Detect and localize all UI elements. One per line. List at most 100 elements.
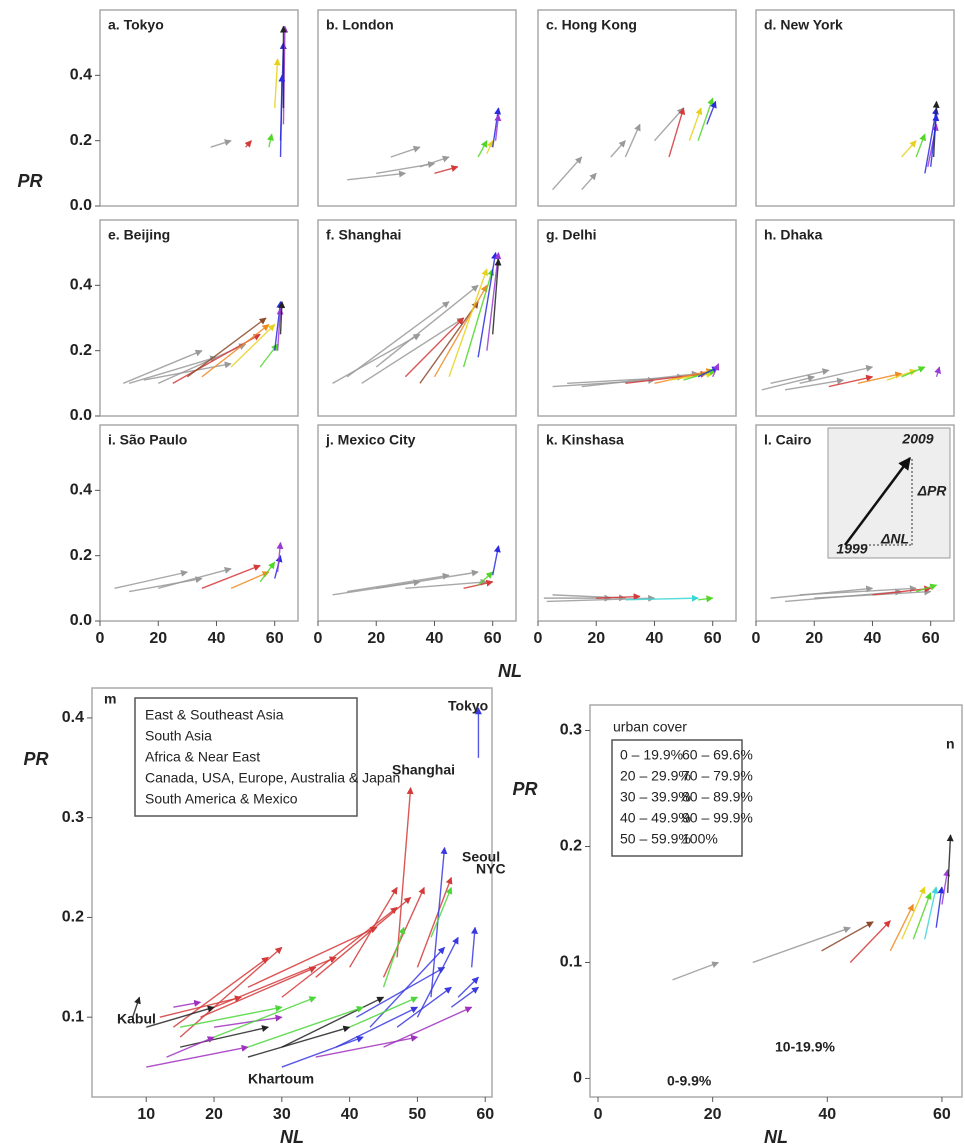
arrow (159, 995, 242, 1018)
panel-frame (755, 9, 955, 207)
annotation: NYC (476, 861, 506, 877)
arrow (376, 569, 479, 590)
y-axis-label: PR (17, 171, 42, 191)
arrow (143, 361, 232, 381)
arrow (213, 1014, 283, 1028)
panel-frame (99, 9, 299, 207)
arrow (492, 258, 502, 335)
arrow (668, 107, 686, 158)
x-tick-label: 40 (818, 1106, 836, 1123)
panel-title: l. Cairo (764, 432, 811, 448)
y-tick-label: 0.4 (70, 67, 92, 84)
panel-title: j. Mexico City (325, 432, 416, 448)
arrow (901, 886, 926, 940)
arrow (450, 986, 480, 1008)
arrow (857, 371, 903, 385)
legend-frame (134, 697, 358, 817)
inset-start: 1999 (836, 541, 867, 557)
arrow (706, 100, 717, 125)
legend-entry: 90 – 99.9% (682, 810, 753, 826)
arrow (457, 976, 479, 998)
arrow (276, 307, 284, 351)
arrow (166, 1036, 215, 1058)
arrow (247, 1005, 364, 1048)
arrow (901, 140, 917, 158)
arrow (462, 268, 495, 368)
x-tick-label: 50 (409, 1106, 427, 1123)
arrow (210, 139, 232, 148)
arrow (158, 566, 232, 590)
arrow (761, 374, 815, 391)
panel-title: m (104, 691, 116, 707)
annotation: Kabul (117, 1011, 156, 1027)
arrow (463, 579, 494, 590)
panel-frame (317, 219, 517, 417)
legend-entry: 40 – 49.9% (620, 810, 691, 826)
panel-frame (99, 219, 299, 417)
annotation: 10-19.9% (775, 1039, 835, 1055)
panel-frame (537, 219, 737, 417)
legend-entry: 30 – 39.9% (620, 789, 691, 805)
arrow (173, 999, 202, 1008)
legend-entry: Africa & Near East (145, 749, 260, 765)
arrow (405, 578, 488, 590)
arrow (267, 133, 274, 148)
panel-frame (755, 219, 955, 417)
x-tick-label: 30 (273, 1106, 291, 1123)
panel-frame (99, 424, 299, 622)
inset-arrow (843, 456, 912, 546)
legend-entry: 70 – 79.9% (682, 768, 753, 784)
x-tick-label: 20 (205, 1106, 223, 1123)
arrow (672, 961, 720, 981)
y-tick-label: 0.3 (560, 722, 582, 739)
x-tick-label: 40 (341, 1106, 359, 1123)
x-tick-label: 20 (367, 630, 385, 647)
y-tick-label: 0.2 (62, 909, 84, 926)
panel-title: h. Dhaka (764, 227, 823, 243)
arrow (433, 284, 488, 378)
arrow (201, 323, 270, 378)
x-tick-label: 40 (426, 630, 444, 647)
x-tick-label: 20 (149, 630, 167, 647)
arrow (180, 1004, 283, 1028)
arrow (610, 140, 626, 158)
y-tick-label: 0.4 (70, 277, 92, 294)
panel-title: a. Tokyo (108, 17, 164, 33)
x-tick-label: 40 (646, 630, 664, 647)
arrow (247, 1025, 351, 1058)
arrow (419, 155, 450, 168)
arrow (230, 571, 270, 589)
annotation: Seoul (462, 849, 500, 865)
arrow (889, 903, 914, 952)
arrow (494, 113, 502, 141)
x-tick-label: 40 (208, 630, 226, 647)
y-tick-label: 0.2 (70, 547, 92, 564)
legend-entry: 0 – 19.9% (620, 747, 683, 763)
annotation: Shanghai (392, 762, 455, 778)
arrow (230, 324, 276, 368)
arrow (915, 583, 938, 593)
arrow (213, 996, 317, 1038)
arrow (552, 376, 656, 388)
annotation: 0-9.9% (667, 1073, 712, 1089)
arrow (770, 368, 830, 385)
arrow (315, 896, 412, 978)
arrow (201, 564, 261, 589)
arrow (200, 966, 317, 1018)
arrow (668, 371, 714, 381)
arrow (492, 545, 501, 576)
arrow (654, 368, 714, 385)
arrow (146, 1044, 249, 1068)
arrow (128, 576, 203, 593)
arrow (244, 140, 252, 148)
x-tick-label: 0 (534, 630, 543, 647)
arrow (281, 996, 385, 1048)
legend-frame (611, 739, 743, 857)
x-tick-label: 20 (587, 630, 605, 647)
arrow (146, 1005, 215, 1028)
arrow (698, 595, 714, 603)
arrow (383, 1006, 473, 1048)
x-axis-label: NL (764, 1127, 788, 1147)
arrow (332, 333, 421, 384)
arrow (915, 133, 926, 158)
